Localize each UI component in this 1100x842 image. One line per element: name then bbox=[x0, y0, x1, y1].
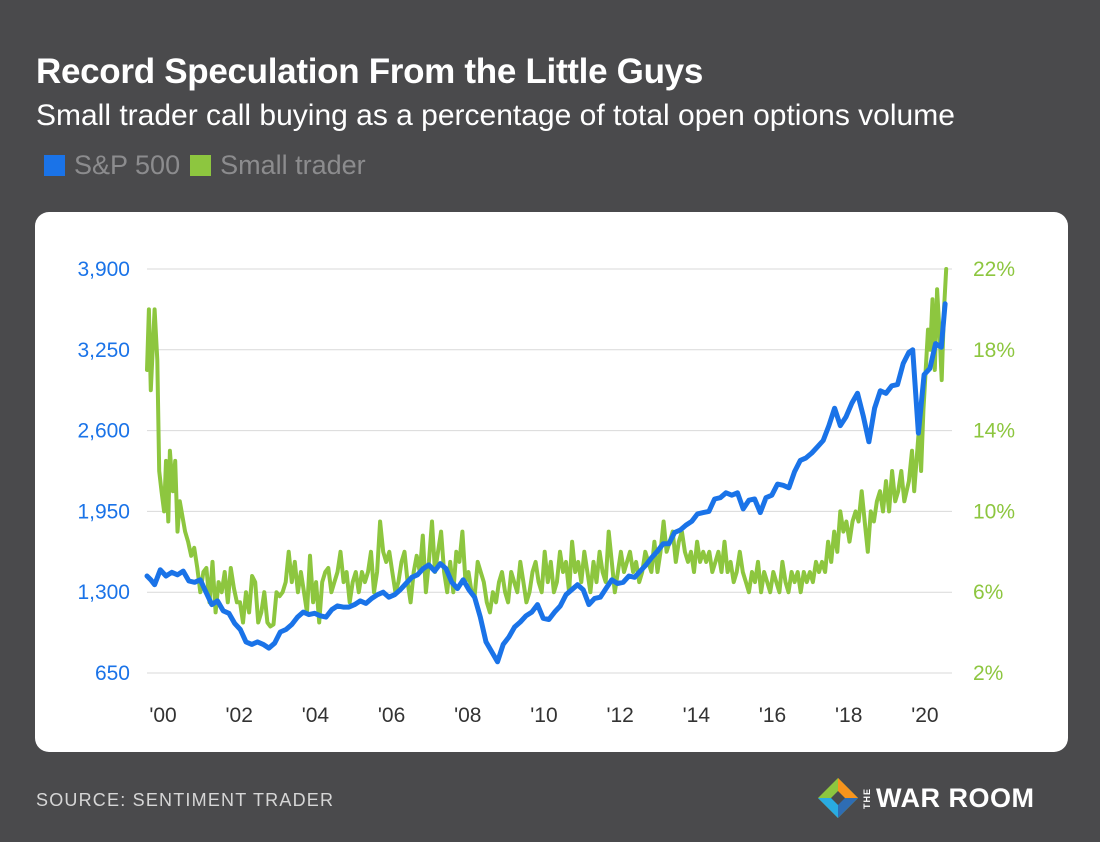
logo-the: THE bbox=[862, 787, 872, 809]
y-left-tick-label: 1,300 bbox=[77, 581, 130, 604]
chart-title: Record Speculation From the Little Guys bbox=[36, 52, 704, 91]
x-tick-label: '06 bbox=[378, 704, 405, 727]
legend-label-small-trader: Small trader bbox=[220, 150, 366, 180]
x-tick-label: '12 bbox=[606, 704, 633, 727]
chart-svg: 650 1,300 1,950 2,600 3,250 3,900 2% 6% 10% 14% 18… bbox=[77, 258, 1015, 727]
y-right-tick-label: 18% bbox=[973, 339, 1015, 362]
series-line-sp500 bbox=[144, 301, 948, 665]
y-right-tick-label: 2% bbox=[973, 662, 1003, 685]
war-room-logo: THE WAR ROOM bbox=[816, 776, 1035, 820]
legend-swatch-sp500 bbox=[44, 155, 65, 176]
chart-subtitle: Small trader call buying as a percentage… bbox=[36, 99, 955, 132]
war-room-logo-icon bbox=[818, 778, 858, 818]
x-tick-label: '04 bbox=[302, 704, 330, 727]
x-tick-label: '16 bbox=[759, 704, 786, 727]
legend-swatch-small-trader bbox=[190, 155, 212, 176]
x-tick-label: '18 bbox=[835, 704, 862, 727]
y-left-tick-label: 3,250 bbox=[77, 339, 130, 362]
legend: S&P 500 Small trader bbox=[44, 150, 376, 181]
y-right-tick-label: 6% bbox=[973, 581, 1003, 604]
y-left-tick-label: 1,950 bbox=[77, 500, 130, 523]
y-left-tick-label: 2,600 bbox=[77, 420, 130, 443]
x-tick-label: '08 bbox=[454, 704, 481, 727]
x-tick-label: '00 bbox=[149, 704, 176, 727]
x-tick-label: '10 bbox=[530, 704, 557, 727]
y-right-tick-label: 22% bbox=[973, 258, 1015, 281]
legend-label-sp500: S&P 500 bbox=[74, 150, 181, 180]
logo-name: WAR ROOM bbox=[876, 782, 1035, 813]
x-tick-label: '02 bbox=[226, 704, 253, 727]
legend-item-small-trader: Small trader bbox=[190, 150, 366, 181]
x-tick-label: '14 bbox=[683, 704, 711, 727]
legend-item-sp500: S&P 500 bbox=[44, 150, 180, 181]
y-right-tick-label: 14% bbox=[973, 420, 1015, 443]
y-left-tick-label: 650 bbox=[95, 662, 130, 685]
y-left-tick-label: 3,900 bbox=[77, 258, 130, 281]
x-tick-label: '20 bbox=[911, 704, 938, 727]
source-note: SOURCE: SENTIMENT TRADER bbox=[36, 790, 335, 810]
y-right-tick-label: 10% bbox=[973, 500, 1015, 523]
series-line-small-trader bbox=[145, 267, 949, 629]
chart-card: 650 1,300 1,950 2,600 3,250 3,900 2% 6% 10% 14% 18… bbox=[35, 212, 1068, 752]
